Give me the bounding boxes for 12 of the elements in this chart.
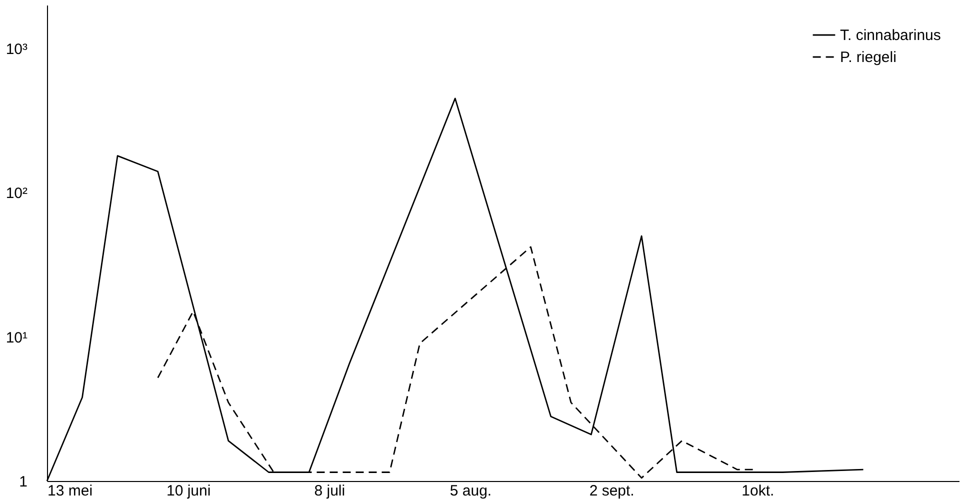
y-tick-label: 10¹ — [6, 329, 28, 346]
x-tick-label: 8 juli — [314, 482, 346, 500]
y-tick-label: 1 — [19, 474, 28, 490]
x-tick-label: 2 sept. — [589, 482, 634, 500]
x-tick-label: 10 juni — [166, 482, 211, 500]
y-tick-label: 10² — [6, 185, 28, 202]
legend-label: P. riegeli — [840, 49, 896, 66]
legend-label: T. cinnabarinus — [840, 27, 941, 44]
y-tick-label: 10³ — [6, 40, 28, 58]
x-tick-label: 5 aug. — [450, 482, 492, 500]
x-tick-label: 1okt. — [742, 482, 774, 500]
x-tick-label: 13 mei — [48, 482, 93, 500]
